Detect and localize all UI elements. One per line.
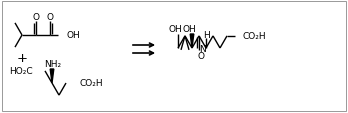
Text: N: N [199, 45, 206, 54]
Text: O: O [32, 12, 40, 21]
Text: +: + [16, 52, 27, 65]
Text: CO₂H: CO₂H [243, 32, 267, 41]
Text: NH₂: NH₂ [45, 59, 62, 68]
Text: O: O [47, 12, 54, 21]
Polygon shape [50, 69, 54, 83]
Text: HO₂C: HO₂C [9, 67, 33, 76]
Text: OH: OH [168, 25, 182, 34]
Text: H: H [204, 30, 211, 39]
Text: OH: OH [66, 31, 80, 40]
Text: OH: OH [182, 25, 196, 34]
Polygon shape [190, 35, 194, 49]
Text: CO₂H: CO₂H [79, 79, 103, 88]
Text: O: O [198, 51, 205, 60]
